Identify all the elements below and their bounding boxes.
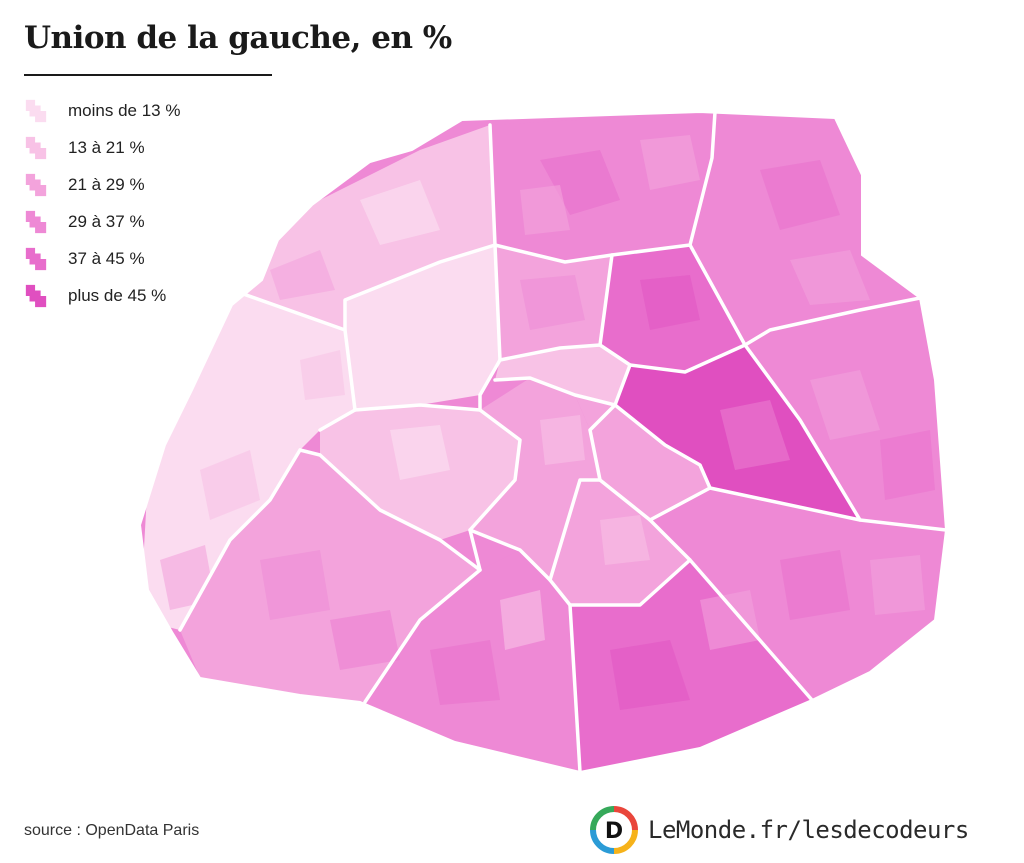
map-legend: moins de 13 % 13 à 21 % 21 à 29 % 29 à 37 %… xyxy=(24,92,180,314)
legend-item: plus de 45 % xyxy=(24,277,180,314)
map-title: Union de la gauche, en % xyxy=(24,20,452,56)
legend-swatch xyxy=(25,247,47,270)
title-underline xyxy=(24,74,272,76)
legend-swatch xyxy=(25,136,47,159)
legend-label: moins de 13 % xyxy=(68,100,181,120)
legend-item: 29 à 37 % xyxy=(24,203,180,240)
legend-swatch xyxy=(25,210,47,233)
legend-swatch xyxy=(25,173,47,196)
legend-swatch xyxy=(25,99,47,122)
legend-label: 29 à 37 % xyxy=(68,211,145,231)
decodeurs-logo-icon: D xyxy=(590,806,638,854)
legend-item: 13 à 21 % xyxy=(24,129,180,166)
brand-text: LeMonde.fr/lesdecodeurs xyxy=(648,816,969,844)
legend-item: 37 à 45 % xyxy=(24,240,180,277)
paris-outline xyxy=(138,110,948,774)
legend-swatch xyxy=(25,284,47,307)
legend-label: 37 à 45 % xyxy=(68,248,145,268)
legend-label: 21 à 29 % xyxy=(68,174,145,194)
svg-text:D: D xyxy=(605,819,623,844)
legend-label: plus de 45 % xyxy=(68,285,167,305)
legend-item: moins de 13 % xyxy=(24,92,180,129)
arrondissement-boundaries xyxy=(178,110,948,774)
legend-label: 13 à 21 % xyxy=(68,137,145,157)
source-note: source : OpenData Paris xyxy=(24,822,200,839)
brand-footer: D LeMonde.fr/lesdecodeurs xyxy=(590,806,969,854)
legend-item: 21 à 29 % xyxy=(24,166,180,203)
